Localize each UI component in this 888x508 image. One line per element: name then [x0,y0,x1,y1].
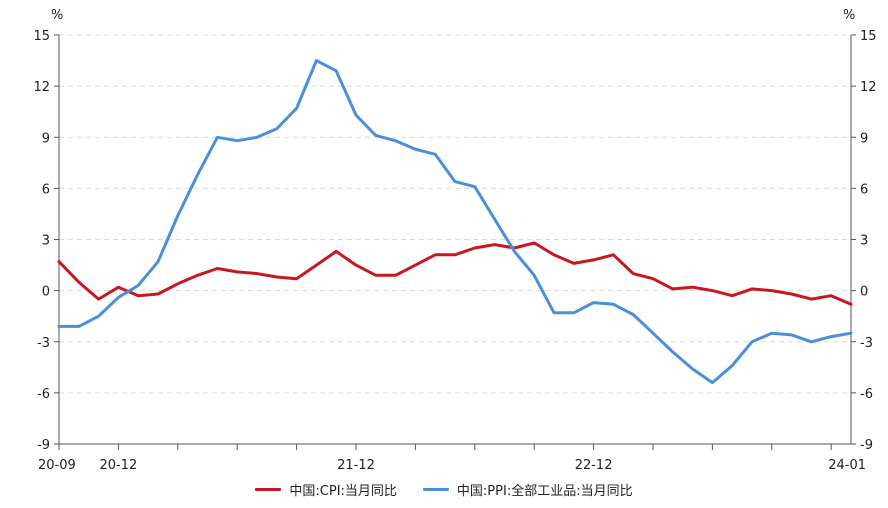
x-tick-label: 20-12 [100,458,138,473]
y-tick-label-left: 6 [42,182,50,197]
legend-label-cpi: 中国:CPI:当月同比 [289,484,397,499]
y-tick-label-left: 9 [42,131,50,146]
left-axis-unit: % [51,8,63,23]
x-tick-label: 24-01 [828,458,866,473]
y-tick-label-left: 12 [33,80,50,95]
y-tick-label-right: -3 [860,336,873,351]
y-tick-label-right: 15 [860,29,877,44]
y-tick-label-left: -6 [37,387,50,402]
line-chart: -9 -9 -6 -6 -3 -3 0 0 3 3 6 6 9 9 12 12 15 15 20-09 20-12 21… [33,8,876,473]
y-tick-label-left: 15 [33,29,50,44]
legend-item-cpi: 中国:CPI:当月同比 [255,480,397,499]
y-tick-label-right: 9 [860,131,868,146]
y-tick-label-left: 0 [42,285,50,300]
y-tick-label-right: 0 [860,285,868,300]
y-tick-label-right: 6 [860,182,868,197]
legend-item-ppi: 中国:PPI:全部工业品:当月同比 [422,480,633,499]
legend-label-ppi: 中国:PPI:全部工业品:当月同比 [456,484,633,499]
y-tick-label-left: -9 [37,438,50,453]
series-lines [57,59,853,385]
gridlines [59,34,851,394]
series-line-ppi [57,59,853,385]
legend-swatch-cpi [255,488,282,491]
axes: -9 -9 -6 -6 -3 -3 0 0 3 3 6 6 9 9 12 12 15 15 20-09 20-12 21… [33,29,876,473]
right-axis-unit: % [843,8,855,23]
chart-legend: 中国:CPI:当月同比 中国:PPI:全部工业品:当月同比 [0,480,888,499]
y-tick-label-left: -3 [37,336,50,351]
y-tick-label-left: 3 [42,234,50,249]
y-tick-label-right: -9 [860,438,873,453]
x-tick-label: 22-12 [575,458,613,473]
legend-swatch-ppi [422,488,449,491]
y-tick-label-right: 12 [860,80,877,95]
y-tick-label-right: 3 [860,234,868,249]
y-tick-label-right: -6 [860,387,873,402]
x-tick-label: 21-12 [337,458,375,473]
series-line-cpi [57,241,853,306]
x-tick-label: 20-09 [38,458,76,473]
